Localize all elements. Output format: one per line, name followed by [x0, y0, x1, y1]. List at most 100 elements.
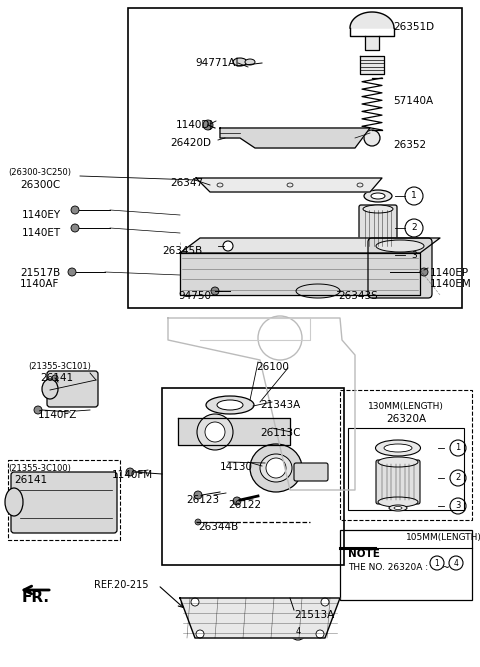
Polygon shape — [350, 12, 394, 28]
Text: 26420D: 26420D — [170, 138, 211, 148]
Circle shape — [364, 130, 380, 146]
Text: NOTE: NOTE — [348, 549, 380, 559]
Circle shape — [450, 440, 466, 456]
Ellipse shape — [364, 190, 392, 202]
FancyBboxPatch shape — [294, 463, 328, 481]
Text: 4: 4 — [454, 558, 458, 568]
Text: FR.: FR. — [22, 590, 50, 605]
Ellipse shape — [371, 193, 385, 199]
Circle shape — [197, 414, 233, 450]
Text: 21513A: 21513A — [294, 610, 334, 620]
Polygon shape — [360, 56, 384, 74]
Bar — [348, 428, 464, 510]
Ellipse shape — [233, 58, 247, 66]
Circle shape — [405, 187, 423, 205]
Polygon shape — [220, 128, 370, 148]
Text: 26320A: 26320A — [386, 414, 426, 424]
FancyBboxPatch shape — [47, 371, 98, 407]
Text: 26345B: 26345B — [162, 246, 202, 256]
Text: 1: 1 — [411, 191, 417, 201]
Text: (21355-3C101): (21355-3C101) — [28, 362, 91, 371]
Ellipse shape — [42, 379, 58, 399]
FancyBboxPatch shape — [376, 460, 420, 504]
Text: 105MM(LENGTH): 105MM(LENGTH) — [406, 533, 480, 542]
Circle shape — [194, 491, 202, 499]
Text: 94771A: 94771A — [195, 58, 235, 68]
FancyBboxPatch shape — [11, 472, 117, 533]
Text: 2: 2 — [456, 474, 461, 482]
Text: 1140ET: 1140ET — [22, 228, 61, 238]
Circle shape — [450, 498, 466, 514]
Bar — [340, 530, 472, 600]
Circle shape — [430, 556, 444, 570]
Polygon shape — [365, 36, 379, 50]
Text: 26300C: 26300C — [20, 180, 60, 190]
Circle shape — [321, 598, 329, 606]
Text: 14130: 14130 — [220, 462, 253, 472]
Circle shape — [203, 120, 213, 130]
Text: REF.20-215: REF.20-215 — [94, 580, 148, 590]
Text: 1140EY: 1140EY — [22, 210, 61, 220]
Circle shape — [266, 458, 286, 478]
Ellipse shape — [5, 488, 23, 516]
Text: (26300-3C250): (26300-3C250) — [8, 168, 71, 177]
Ellipse shape — [217, 400, 243, 410]
FancyBboxPatch shape — [368, 238, 432, 298]
Text: 1: 1 — [456, 444, 461, 452]
Text: 1140FM: 1140FM — [112, 470, 153, 480]
Text: 1140EP: 1140EP — [430, 268, 469, 278]
Bar — [162, 388, 344, 565]
Ellipse shape — [206, 396, 254, 414]
Text: 1140FZ: 1140FZ — [38, 410, 77, 420]
Text: 2: 2 — [411, 223, 417, 233]
Text: 130MM(LENGTH): 130MM(LENGTH) — [368, 402, 444, 411]
Circle shape — [52, 375, 58, 381]
Text: 94750: 94750 — [178, 291, 211, 301]
Text: 26351D: 26351D — [393, 22, 434, 32]
Text: 26141: 26141 — [40, 373, 73, 383]
Circle shape — [126, 468, 134, 476]
Polygon shape — [180, 253, 420, 295]
Text: 26113C: 26113C — [260, 428, 300, 438]
Ellipse shape — [367, 251, 389, 259]
Circle shape — [196, 630, 204, 638]
Text: 26344B: 26344B — [198, 522, 238, 532]
Bar — [128, 8, 462, 308]
Text: 1140EM: 1140EM — [430, 279, 472, 289]
Text: 26141: 26141 — [14, 475, 47, 485]
Circle shape — [191, 598, 199, 606]
Circle shape — [223, 241, 233, 251]
Circle shape — [34, 406, 42, 414]
Ellipse shape — [384, 444, 412, 452]
Ellipse shape — [378, 457, 418, 467]
Circle shape — [68, 268, 76, 276]
Ellipse shape — [363, 243, 393, 251]
Ellipse shape — [245, 59, 255, 65]
Ellipse shape — [394, 506, 402, 510]
Ellipse shape — [373, 253, 383, 257]
FancyBboxPatch shape — [359, 205, 397, 251]
Text: 1140DJ: 1140DJ — [176, 120, 214, 130]
Text: 26343S: 26343S — [338, 291, 378, 301]
Text: 57140A: 57140A — [393, 96, 433, 106]
Polygon shape — [178, 418, 290, 445]
Circle shape — [449, 556, 463, 570]
Text: 3: 3 — [456, 502, 461, 510]
Text: 1140AF: 1140AF — [20, 279, 60, 289]
Text: (21355-3C100): (21355-3C100) — [8, 464, 71, 473]
Ellipse shape — [376, 240, 424, 252]
Circle shape — [211, 287, 219, 295]
Text: THE NO. 26320A :: THE NO. 26320A : — [348, 563, 428, 572]
Circle shape — [290, 624, 306, 640]
Polygon shape — [296, 284, 340, 298]
Ellipse shape — [363, 205, 393, 213]
Ellipse shape — [260, 454, 292, 482]
Circle shape — [316, 630, 324, 638]
Circle shape — [71, 206, 79, 214]
Polygon shape — [196, 178, 382, 192]
Circle shape — [405, 246, 423, 264]
Bar — [8, 460, 120, 540]
Text: 26123: 26123 — [186, 495, 219, 505]
Circle shape — [420, 268, 428, 276]
Text: 26352: 26352 — [393, 140, 426, 150]
